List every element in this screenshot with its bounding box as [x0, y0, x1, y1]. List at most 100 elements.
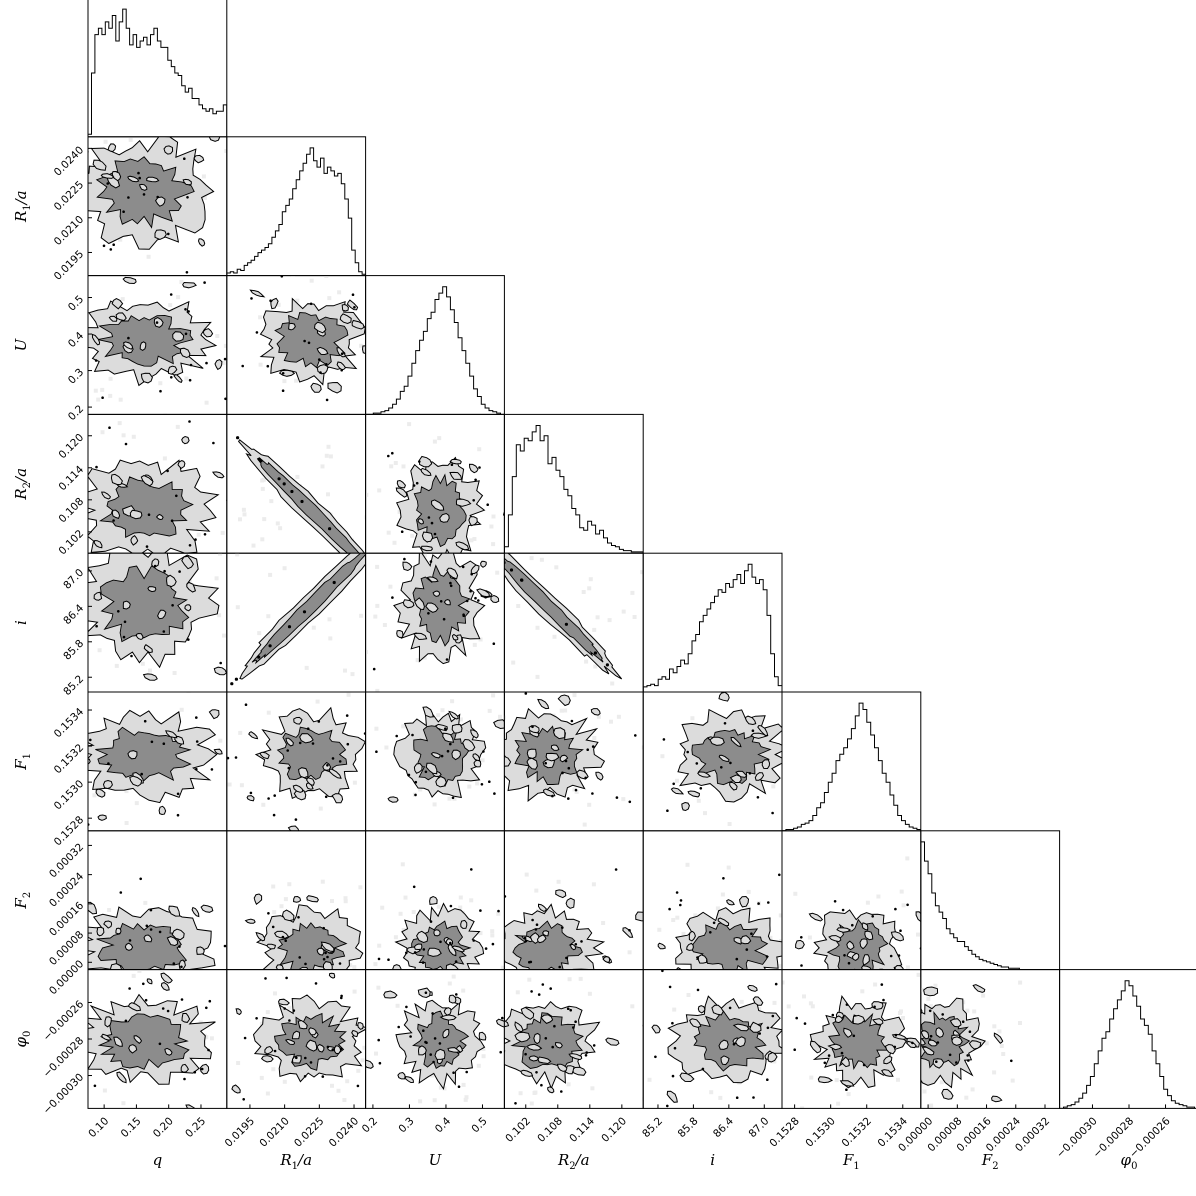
xtick-label-1-1: 0.0210 — [257, 1115, 291, 1149]
panel-frame-0-0 — [87, 0, 228, 138]
ytick-label-5-1: 0.1530 — [52, 778, 86, 812]
xtick-label-0-2: 0.20 — [151, 1115, 176, 1140]
ytick-label-5-3: 0.1534 — [52, 706, 87, 741]
panel-7-7 — [1059, 969, 1196, 1109]
histogram-7 — [1059, 980, 1196, 1109]
panel-7-3 — [503, 969, 644, 1109]
ytick-label-4-1: 85.8 — [61, 638, 86, 663]
ytick-label-3-1: 0.108 — [56, 496, 86, 526]
ytick-label-4-3: 87.0 — [61, 567, 86, 592]
xtick-label-2-3: 0.5 — [469, 1115, 489, 1135]
panel-frame-3-3 — [503, 413, 644, 554]
panel-5-4 — [642, 691, 783, 832]
histogram-1 — [226, 147, 366, 276]
ytick-label-3-3: 0.120 — [56, 432, 86, 462]
contour-inner-3-1 — [256, 457, 360, 554]
xtick-label-3-1: 0.108 — [535, 1115, 565, 1145]
panel-7-4 — [642, 969, 783, 1109]
panel-7-5 — [781, 969, 922, 1109]
panel-5-2 — [365, 691, 505, 832]
histogram-3 — [504, 425, 644, 554]
ytick-label-2-1: 0.3 — [66, 366, 86, 386]
panel-3-0 — [87, 413, 228, 554]
ytick-label-3-0: 0.102 — [56, 528, 86, 558]
histogram-6 — [920, 841, 1060, 970]
panel-frame-1-1 — [226, 136, 367, 277]
contour-inner-4-1 — [251, 553, 366, 665]
panel-4-2 — [365, 552, 505, 693]
ytick-label-3-2: 0.114 — [56, 463, 86, 493]
panel-7-0 — [87, 969, 228, 1109]
yaxis-label-4: i — [12, 620, 30, 625]
xtick-label-0-1: 0.15 — [119, 1115, 144, 1140]
panel-2-2 — [365, 275, 505, 415]
xtick-label-4-3: 87.0 — [746, 1115, 771, 1140]
panel-6-6 — [920, 830, 1061, 971]
panel-0-0 — [87, 0, 228, 138]
panel-3-2 — [365, 413, 505, 554]
contour-inner-7-5 — [828, 1012, 889, 1071]
ytick-label-2-3: 0.5 — [66, 293, 86, 313]
xtick-label-3-0: 0.102 — [503, 1115, 533, 1145]
panel-frame-7-7 — [1059, 969, 1196, 1109]
panel-7-2 — [365, 969, 505, 1109]
panel-6-4 — [642, 830, 783, 971]
histogram-2 — [365, 286, 505, 415]
contour-inner-7-4 — [693, 1010, 767, 1072]
panel-2-1 — [226, 275, 367, 415]
xtick-label-3-3: 0.120 — [599, 1115, 629, 1145]
xtick-label-2-2: 0.4 — [433, 1115, 454, 1136]
xtick-label-2-1: 0.3 — [396, 1115, 416, 1135]
xaxis-label-7: φ0 — [1121, 1151, 1138, 1172]
ytick-label-2-0: 0.2 — [66, 403, 86, 423]
xtick-label-5-1: 0.1530 — [803, 1115, 837, 1149]
xtick-label-2-0: 0.2 — [360, 1115, 380, 1135]
histogram-5 — [782, 702, 921, 831]
panel-7-1 — [226, 969, 367, 1109]
xtick-label-1-3: 0.0240 — [327, 1115, 361, 1149]
contour-inner-4-0 — [99, 565, 190, 643]
panel-4-3 — [503, 552, 644, 693]
ytick-label-2-2: 0.4 — [66, 330, 87, 351]
yaxis-label-2: U — [12, 337, 30, 351]
yaxis-label-6: F2 — [12, 892, 33, 910]
panel-1-0 — [87, 136, 228, 277]
xaxis-label-4: i — [710, 1151, 715, 1169]
xtick-label-0-3: 0.25 — [183, 1115, 208, 1140]
histogram-4 — [643, 563, 783, 692]
panel-1-1 — [226, 136, 367, 277]
xtick-label-0-0: 0.10 — [86, 1115, 111, 1140]
panel-4-0 — [87, 552, 228, 693]
xaxis-label-0: q — [153, 1151, 163, 1169]
yaxis-label-3: R2/a — [12, 468, 33, 501]
panel-4-1 — [226, 552, 367, 693]
ytick-label-4-2: 86.4 — [61, 602, 86, 627]
xtick-label-5-0: 0.1528 — [767, 1115, 801, 1149]
contour-inner-7-0 — [97, 1013, 190, 1070]
panel-5-0 — [87, 691, 228, 832]
xtick-label-4-1: 85.8 — [676, 1115, 701, 1140]
yaxis-label-5: F1 — [12, 753, 33, 771]
xtick-label-5-2: 0.1532 — [839, 1115, 873, 1149]
ytick-label-5-0: 0.1528 — [52, 814, 86, 848]
panel-2-0 — [87, 275, 228, 415]
xtick-label-3-2: 0.114 — [567, 1115, 597, 1145]
panel-frame-5-5 — [781, 691, 922, 832]
xaxis-label-6: F2 — [981, 1151, 999, 1172]
panel-frame-6-6 — [920, 830, 1061, 971]
contour-inner-1-0 — [95, 156, 195, 229]
contour-inner-4-3 — [504, 557, 604, 663]
xtick-label-4-2: 86.4 — [711, 1115, 736, 1140]
panel-7-6 — [920, 969, 1061, 1109]
xaxis-label-1: R1/a — [279, 1151, 312, 1172]
panel-5-5 — [781, 691, 922, 832]
ytick-label-1-1: 0.0210 — [52, 214, 86, 248]
xtick-label-4-0: 85.2 — [640, 1115, 665, 1140]
panel-frame-4-4 — [642, 552, 783, 693]
contour-inner-5-0 — [95, 726, 192, 784]
ytick-label-1-3: 0.0240 — [52, 144, 86, 178]
yaxis-label-1: R1/a — [12, 190, 33, 223]
contour-inner-6-0 — [96, 922, 188, 970]
xaxis-label-3: R2/a — [557, 1151, 590, 1172]
